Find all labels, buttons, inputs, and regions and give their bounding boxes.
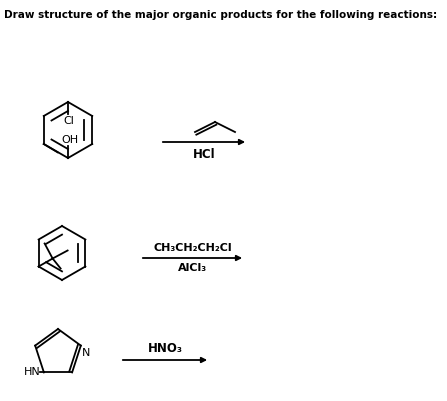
Text: Draw structure of the major organic products for the following reactions:: Draw structure of the major organic prod… xyxy=(4,10,437,20)
Text: HN: HN xyxy=(24,367,41,377)
Text: AlCl₃: AlCl₃ xyxy=(178,263,207,273)
Text: HNO₃: HNO₃ xyxy=(148,342,182,355)
Text: Cl: Cl xyxy=(63,116,74,126)
Text: OH: OH xyxy=(61,135,78,145)
Text: HCl: HCl xyxy=(193,148,215,161)
Text: N: N xyxy=(82,348,90,358)
Text: CH₃CH₂CH₂Cl: CH₃CH₂CH₂Cl xyxy=(153,243,232,253)
